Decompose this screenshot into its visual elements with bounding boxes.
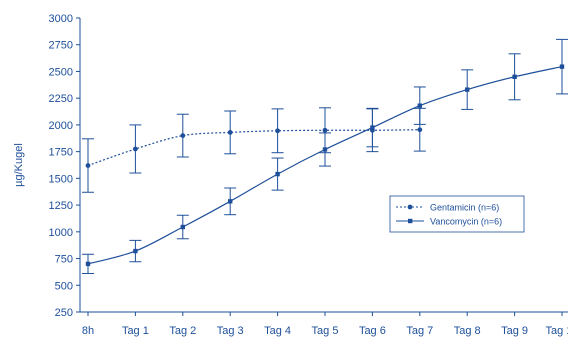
legend: Gentamicin (n=6) Vancomycin (n=6) <box>389 195 525 233</box>
series-line <box>87 129 420 167</box>
x-tick-label: 8h <box>82 325 94 337</box>
y-tick-label: 500 <box>55 280 73 292</box>
y-tick-label: 2250 <box>49 93 73 105</box>
legend-label: Vancomycin (n=6) <box>430 217 502 227</box>
legend-marker <box>408 218 413 224</box>
x-tick-label: Tag 8 <box>454 325 481 337</box>
data-point <box>512 74 517 79</box>
y-tick-label: 2000 <box>49 120 73 132</box>
data-point <box>180 224 185 230</box>
data-point <box>133 248 138 254</box>
x-tick-label: Tag 6 <box>359 325 386 337</box>
x-tick-label: Tag 5 <box>312 325 339 337</box>
y-tick-label: 2500 <box>49 66 73 78</box>
data-point <box>275 128 280 134</box>
series-layer <box>82 38 568 275</box>
axes: 250 500 750 1000 1250 1500 1750 2000 2250 2500 275… <box>49 13 568 337</box>
data-point <box>275 171 280 177</box>
y-tick-label: 750 <box>55 254 73 266</box>
legend-label: Gentamicin (n=6) <box>430 203 499 213</box>
x-tick-label: Tag 2 <box>169 325 196 337</box>
y-tick-label: 1000 <box>49 227 73 239</box>
legend-item-vancomycin: Vancomycin (n=6) <box>396 217 502 227</box>
x-tick-label: Tag 4 <box>264 325 291 337</box>
data-point <box>133 146 138 152</box>
series-vancomycin <box>82 38 568 275</box>
data-point <box>417 127 423 133</box>
x-tick-label: Tag 1 <box>122 325 149 337</box>
y-axis-label: µg/Kugel <box>13 143 25 187</box>
series-gentamicin <box>82 107 426 193</box>
y-tick-label: 2750 <box>49 40 73 52</box>
y-tick-label: 250 <box>55 307 73 319</box>
legend-marker <box>407 204 413 210</box>
data-point <box>417 103 422 108</box>
legend-box <box>389 195 525 233</box>
y-tick-label: 1750 <box>49 147 73 159</box>
data-point <box>322 127 328 133</box>
data-point <box>559 64 565 69</box>
data-point <box>228 199 233 204</box>
y-tick-label: 1500 <box>49 173 73 185</box>
data-point <box>85 261 91 267</box>
x-tick-label: Tag 3 <box>217 325 244 337</box>
y-tick-label: 3000 <box>49 13 73 25</box>
data-point <box>227 129 233 135</box>
data-point <box>322 147 328 152</box>
data-point <box>85 163 91 168</box>
legend-item-gentamicin: Gentamicin (n=6) <box>396 203 499 213</box>
x-tick-label: Tag 9 <box>501 325 528 337</box>
x-tick-label: Tag 10 <box>545 325 568 337</box>
data-point <box>465 87 470 92</box>
data-point <box>370 125 375 130</box>
data-point <box>180 133 186 139</box>
y-tick-label: 1250 <box>49 200 73 212</box>
x-tick-label: Tag 7 <box>406 325 433 337</box>
